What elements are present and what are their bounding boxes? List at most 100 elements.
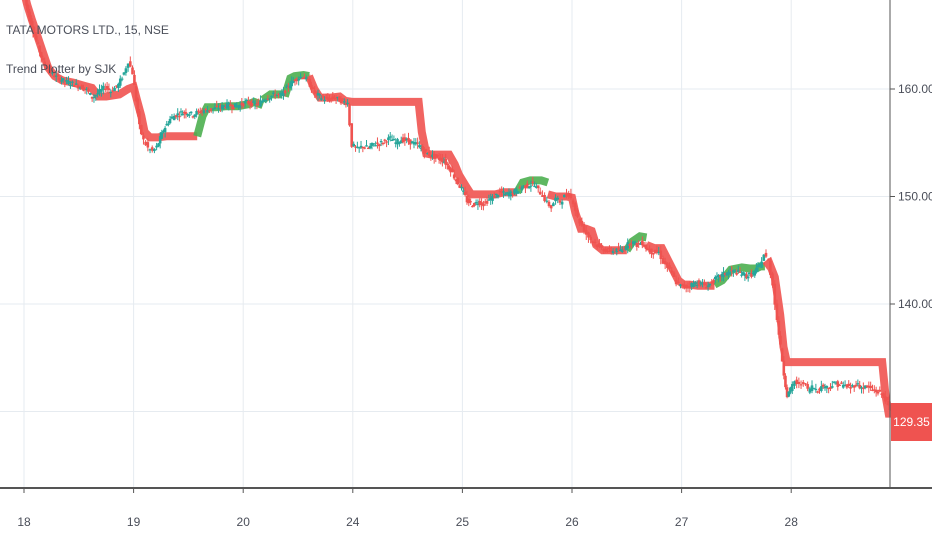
candle-up: [304, 77, 308, 80]
candle-up: [529, 185, 533, 187]
candle-up: [509, 191, 513, 197]
last-price-badge: 129.35: [891, 403, 932, 441]
candle-down: [144, 141, 147, 146]
candle-down: [571, 200, 575, 205]
candle-down: [609, 249, 613, 253]
candle-down: [107, 88, 111, 91]
candle-up: [262, 100, 266, 102]
candle-up: [252, 101, 255, 103]
candle-down: [587, 232, 590, 238]
candlestick-series: [25, 0, 894, 421]
candle-up: [722, 272, 725, 278]
candle-down: [458, 185, 461, 188]
x-axis-ticks: 18 19 20 24 25 26 27 28: [17, 488, 798, 529]
candle-down: [354, 146, 357, 148]
candle-up: [419, 147, 423, 149]
candle-down: [215, 105, 219, 108]
candle-down: [651, 253, 655, 255]
indicator-title[interactable]: Trend Plotter by SJK: [6, 62, 117, 76]
y-tick-label: 160.00: [898, 82, 932, 96]
candle-up: [631, 241, 635, 245]
candle-down: [644, 244, 648, 249]
candle-down: [697, 280, 701, 286]
candle-up: [611, 250, 615, 254]
candle-up: [851, 385, 854, 387]
candle-up: [268, 98, 271, 100]
candle-down: [416, 142, 419, 144]
candle-up: [814, 388, 818, 391]
candle-up: [494, 193, 498, 196]
candle-up: [820, 386, 823, 392]
candle-down: [880, 393, 883, 395]
candle-down: [608, 247, 611, 250]
candle-up: [78, 87, 82, 89]
candle-down: [361, 146, 365, 149]
candle-up: [270, 95, 273, 98]
candle-down: [409, 139, 412, 145]
trend-segment-down: [762, 256, 894, 418]
candle-up: [396, 139, 399, 145]
candle-down: [718, 275, 722, 278]
candle-down: [198, 111, 202, 113]
candle-down: [849, 386, 852, 389]
candle-down: [518, 187, 522, 189]
candle-down: [472, 203, 476, 207]
candle-down: [782, 360, 786, 376]
candle-down: [580, 220, 584, 226]
candle-down: [858, 384, 861, 389]
candle-down: [232, 105, 235, 109]
candle-down: [248, 103, 252, 105]
candle-up: [261, 100, 264, 103]
candle-up: [487, 199, 491, 201]
candle-up: [626, 242, 630, 248]
candle-up: [71, 81, 74, 83]
candle-up: [282, 91, 285, 97]
candle-down: [642, 244, 646, 247]
candle-up: [186, 114, 189, 116]
candle-down: [541, 195, 544, 197]
candle-down: [273, 94, 277, 97]
candle-up: [172, 115, 176, 121]
candle-up: [122, 72, 126, 75]
candle-up: [746, 276, 750, 279]
candle-down: [209, 108, 213, 111]
candle-up: [365, 145, 368, 147]
candle-up: [505, 192, 509, 194]
candle-up: [554, 197, 557, 202]
candle-down: [208, 110, 211, 112]
candle-down: [182, 111, 186, 114]
candle-down: [184, 112, 188, 115]
candle-up: [737, 269, 740, 272]
candle-down: [873, 389, 876, 391]
candle-up: [520, 187, 524, 190]
candle-up: [117, 83, 120, 89]
candle-down: [650, 248, 653, 255]
candle-down: [659, 250, 663, 260]
candle-down: [224, 106, 227, 109]
candle-down: [82, 86, 85, 91]
candle-down: [862, 387, 865, 390]
candle-up: [755, 267, 758, 272]
candle-down: [47, 69, 50, 72]
candle-down: [703, 282, 706, 286]
x-tick-label: 25: [456, 515, 470, 529]
candle-up: [545, 200, 549, 202]
candle-down: [677, 281, 680, 283]
candle-up: [245, 99, 249, 101]
candle-up: [514, 189, 518, 194]
candle-down: [797, 381, 801, 384]
candle-up: [253, 102, 257, 105]
candle-up: [193, 114, 197, 117]
candle-up: [319, 98, 323, 100]
candle-up: [476, 203, 480, 205]
candle-up: [188, 114, 191, 116]
candle-down: [341, 98, 344, 100]
candle-down: [436, 155, 439, 157]
symbol-title[interactable]: TATA MOTORS LTD., 15, NSE: [6, 23, 169, 37]
candle-down: [311, 87, 315, 89]
candle-up: [387, 137, 390, 141]
candle-up: [233, 103, 237, 108]
y-axis-ticks: 140.00 150.00 160.00: [890, 82, 932, 311]
candle-up: [507, 193, 511, 197]
